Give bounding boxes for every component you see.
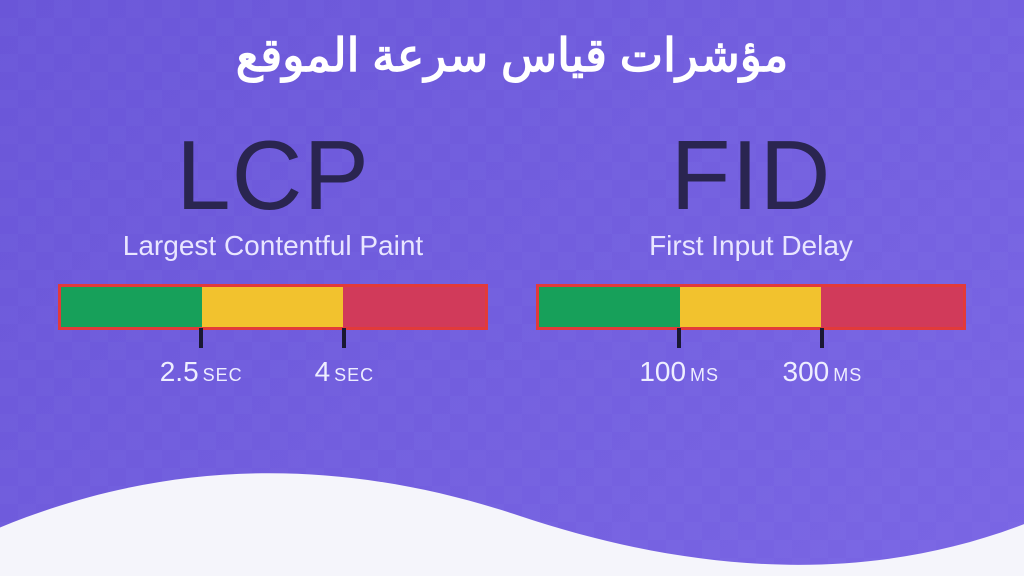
threshold-label: 2.5SEC [160,356,243,388]
page-title: مؤشرات قياس سرعة الموقع [0,28,1024,82]
bar-segment [821,287,963,327]
metrics-row: LCP Largest Contentful Paint 2.5SEC4SEC … [0,126,1024,396]
threshold-value: 2.5 [160,356,199,387]
content: مؤشرات قياس سرعة الموقع LCP Largest Cont… [0,0,1024,576]
metric-abbrev: LCP [58,126,488,224]
metric-full-name: Largest Contentful Paint [58,230,488,262]
threshold-label: 100MS [639,356,719,388]
threshold-bar [536,284,966,330]
metric-abbrev: FID [536,126,966,224]
tick-mark [677,328,681,348]
tick-mark [342,328,346,348]
threshold-unit: SEC [203,365,243,385]
metric-full-name: First Input Delay [536,230,966,262]
threshold-unit: MS [833,365,862,385]
bar-segment [343,287,485,327]
threshold-unit: SEC [334,365,374,385]
bar-segment [61,287,202,327]
bar-wrap: 100MS300MS [536,284,966,396]
bar-wrap: 2.5SEC4SEC [58,284,488,396]
tick-mark [199,328,203,348]
threshold-value: 300 [783,356,830,387]
threshold-unit: MS [690,365,719,385]
threshold-labels: 100MS300MS [536,356,966,396]
threshold-bar [58,284,488,330]
tick-mark [820,328,824,348]
bar-segment [680,287,821,327]
bar-segment [202,287,343,327]
threshold-label: 4SEC [315,356,375,388]
threshold-value: 100 [639,356,686,387]
threshold-labels: 2.5SEC4SEC [58,356,488,396]
threshold-value: 4 [315,356,331,387]
tick-row [58,330,488,350]
metric-lcp: LCP Largest Contentful Paint 2.5SEC4SEC [58,126,488,396]
threshold-label: 300MS [783,356,863,388]
metric-fid: FID First Input Delay 100MS300MS [536,126,966,396]
bar-segment [539,287,680,327]
tick-row [536,330,966,350]
